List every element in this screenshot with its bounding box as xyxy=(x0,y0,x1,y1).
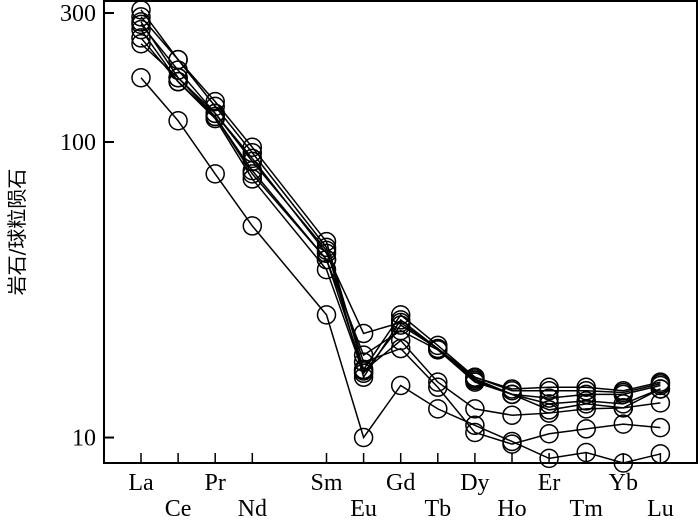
data-point xyxy=(205,91,225,112)
data-point xyxy=(428,372,448,392)
data-point xyxy=(650,379,671,399)
x-tick-label-tm: Tm xyxy=(570,496,604,522)
data-point xyxy=(613,414,634,434)
x-tick-label-lu: Lu xyxy=(647,496,674,522)
x-tick-label-eu: Eu xyxy=(350,496,377,522)
data-point xyxy=(428,399,448,419)
data-point xyxy=(390,305,411,325)
data-point xyxy=(168,60,188,80)
y-tick-label: 10 xyxy=(72,426,96,452)
data-point xyxy=(502,384,522,405)
data-point xyxy=(390,315,411,335)
data-point xyxy=(205,164,225,184)
data-point xyxy=(539,448,559,469)
x-tick-label-dy: Dy xyxy=(460,470,489,496)
data-point xyxy=(242,164,263,184)
data-point xyxy=(131,28,151,48)
x-tick-label-nd: Nd xyxy=(238,496,267,522)
data-point xyxy=(465,415,485,436)
x-tick-label-ce: Ce xyxy=(165,496,192,522)
y-axis-label: 岩石/球粒陨石 xyxy=(5,169,29,296)
data-point xyxy=(131,14,151,35)
data-point xyxy=(650,417,671,438)
data-point xyxy=(576,399,596,419)
series-sample-4 xyxy=(131,19,671,414)
data-point xyxy=(353,427,374,448)
x-tick-label-tb: Tb xyxy=(424,496,451,522)
series-sample-2 xyxy=(131,7,671,403)
y-tick-label: 300 xyxy=(60,1,96,27)
data-point xyxy=(539,423,559,444)
data-point xyxy=(650,444,671,464)
data-point xyxy=(650,393,671,413)
data-point xyxy=(131,0,151,20)
y-tick-label: 100 xyxy=(60,130,96,156)
data-point xyxy=(168,111,188,131)
series-line xyxy=(140,43,661,416)
data-point xyxy=(465,422,485,443)
x-tick-label-ho: Ho xyxy=(497,496,526,522)
data-point xyxy=(576,394,596,414)
data-point xyxy=(390,375,411,396)
data-point xyxy=(428,338,448,359)
x-tick-label-la: La xyxy=(128,470,154,496)
x-tick-label-yb: Yb xyxy=(609,470,638,496)
series-line xyxy=(140,29,661,405)
series-line xyxy=(140,77,661,464)
series-sample-8 xyxy=(131,67,671,473)
data-point xyxy=(168,67,188,88)
data-point xyxy=(502,405,522,425)
data-point xyxy=(353,367,374,387)
data-point xyxy=(613,398,634,418)
data-point xyxy=(316,305,337,325)
data-point xyxy=(390,338,411,359)
data-point xyxy=(131,34,151,54)
data-point xyxy=(465,399,485,419)
data-point xyxy=(242,216,263,236)
data-point xyxy=(353,352,374,372)
data-point xyxy=(576,419,596,439)
series-sample-5 xyxy=(131,28,671,420)
data-point xyxy=(242,151,263,172)
data-point xyxy=(428,377,448,397)
x-tick-label-pr: Pr xyxy=(205,470,226,496)
data-point xyxy=(502,431,522,452)
series-line xyxy=(140,23,661,445)
data-point xyxy=(465,369,485,389)
data-point xyxy=(316,240,337,261)
x-tick-label-gd: Gd xyxy=(386,470,415,496)
x-tick-label-er: Er xyxy=(538,470,561,496)
series-line xyxy=(140,37,661,411)
data-point xyxy=(539,403,559,423)
series-line xyxy=(140,21,661,399)
x-tick-label-sm: Sm xyxy=(310,470,342,496)
data-point xyxy=(131,7,151,27)
data-point xyxy=(205,103,225,124)
data-point xyxy=(539,380,559,401)
data-point xyxy=(613,453,634,473)
data-point xyxy=(131,67,151,88)
series-line xyxy=(140,16,661,394)
data-point xyxy=(539,388,559,408)
data-point xyxy=(576,442,596,463)
